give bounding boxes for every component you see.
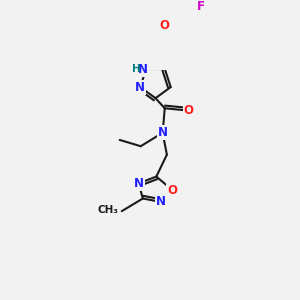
Text: N: N — [158, 126, 168, 139]
Text: H: H — [132, 64, 141, 74]
Text: O: O — [159, 19, 169, 32]
Text: N: N — [135, 81, 145, 94]
Text: F: F — [197, 0, 205, 13]
Text: N: N — [155, 195, 166, 208]
Text: CH₃: CH₃ — [98, 205, 119, 214]
Text: O: O — [167, 184, 177, 196]
Text: O: O — [184, 104, 194, 117]
Text: N: N — [134, 177, 144, 190]
Text: N: N — [138, 63, 148, 76]
